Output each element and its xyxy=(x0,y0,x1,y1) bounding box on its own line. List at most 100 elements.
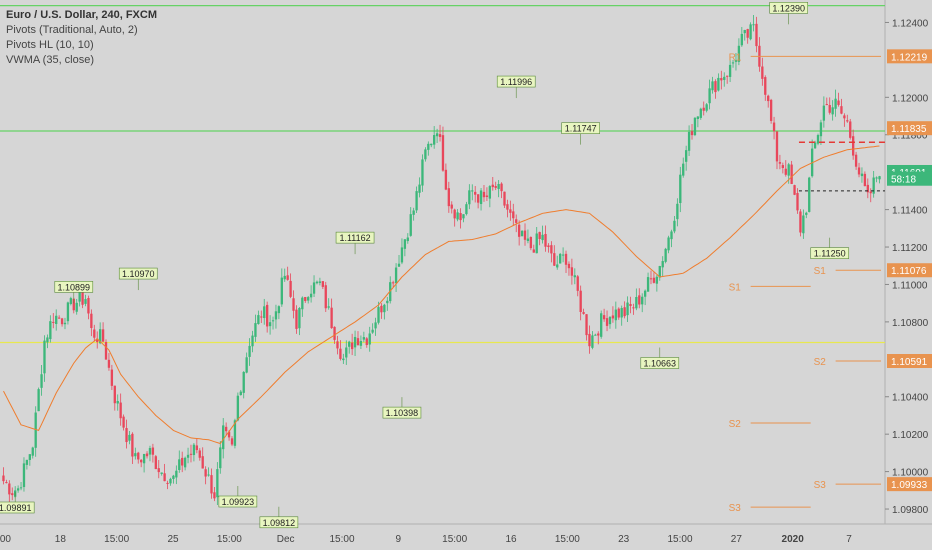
candle xyxy=(485,195,489,197)
candle xyxy=(731,62,735,64)
candle xyxy=(767,95,770,102)
candle xyxy=(614,309,617,321)
candle xyxy=(875,177,878,179)
candle xyxy=(872,177,875,194)
candle xyxy=(418,184,421,193)
candle xyxy=(822,105,826,121)
candle xyxy=(556,264,559,268)
candle xyxy=(690,131,694,136)
candle xyxy=(600,313,603,337)
candle xyxy=(752,24,755,26)
legend-indicator-pivots-hl[interactable]: Pivots HL (10, 10) xyxy=(6,39,94,51)
candle xyxy=(427,143,430,150)
pivot-hl-label: 1.10970 xyxy=(122,269,155,279)
candle xyxy=(629,304,632,306)
candle xyxy=(383,304,386,313)
pivot-hl-label: 1.10899 xyxy=(58,282,91,292)
candle xyxy=(315,281,319,284)
candle xyxy=(339,348,342,359)
time-axis-label: 15:00 xyxy=(104,534,129,545)
candle xyxy=(69,298,73,305)
candle xyxy=(233,420,237,446)
price-axis-label: 1.09800 xyxy=(892,505,929,516)
candle xyxy=(775,131,779,162)
candle xyxy=(131,433,134,457)
candle xyxy=(145,453,149,457)
candle xyxy=(673,220,676,232)
candle xyxy=(711,81,714,91)
candle xyxy=(224,426,228,432)
pivot-hl-label: 1.11162 xyxy=(339,233,370,243)
candle xyxy=(474,191,477,195)
candle xyxy=(655,276,659,284)
candle xyxy=(597,333,600,336)
candle xyxy=(796,193,799,211)
candle xyxy=(283,275,286,280)
candle xyxy=(263,306,266,319)
candle xyxy=(591,335,594,348)
candles-group xyxy=(2,15,881,506)
candle xyxy=(195,445,199,451)
candle xyxy=(336,341,339,349)
price-badge-label: 1.09933 xyxy=(891,480,928,491)
candle xyxy=(186,454,190,458)
candle xyxy=(869,191,872,194)
candle xyxy=(608,316,612,325)
candle xyxy=(541,234,544,241)
candle xyxy=(755,23,758,47)
time-axis-label: 18 xyxy=(55,534,67,545)
candle xyxy=(769,99,773,121)
legend-indicator-pivots[interactable]: Pivots (Traditional, Auto, 2) xyxy=(6,24,138,36)
candle xyxy=(169,478,172,484)
price-axis-label: 1.11400 xyxy=(892,206,928,217)
candle xyxy=(359,340,363,346)
candle xyxy=(500,183,503,192)
candle xyxy=(213,492,216,499)
candle xyxy=(658,266,661,278)
candle xyxy=(324,285,327,309)
candle xyxy=(529,236,533,249)
candle xyxy=(878,176,881,180)
price-badge xyxy=(887,477,932,492)
candle xyxy=(227,431,231,438)
candle xyxy=(406,237,409,242)
time-axis-label: 27 xyxy=(731,534,743,545)
candle xyxy=(189,453,193,455)
candle xyxy=(424,149,427,160)
candle xyxy=(433,135,436,145)
candle xyxy=(441,135,445,171)
candle xyxy=(860,173,864,177)
candle xyxy=(506,204,509,210)
candle xyxy=(172,475,175,479)
candle xyxy=(400,247,404,263)
candle xyxy=(151,447,155,455)
candle xyxy=(286,275,289,280)
candle xyxy=(561,254,565,256)
vwma-line xyxy=(3,145,880,445)
price-axis-label: 1.12400 xyxy=(892,18,929,29)
candle xyxy=(119,402,122,419)
legend-title: Euro / U.S. Dollar, 240, FXCM xyxy=(6,9,157,21)
pivot-hl-box xyxy=(769,2,809,14)
candle xyxy=(435,133,439,137)
time-axis-label: 25 xyxy=(167,534,179,545)
legend-indicator-vwma[interactable]: VWMA (35, close) xyxy=(6,54,95,66)
candle xyxy=(567,263,571,269)
candle xyxy=(157,468,160,473)
candle xyxy=(57,317,61,319)
candle xyxy=(78,291,81,302)
candle xyxy=(55,315,58,325)
candle xyxy=(488,186,492,199)
candle xyxy=(714,81,717,93)
chart-legend: Euro / U.S. Dollar, 240, FXCM Pivots (Tr… xyxy=(6,8,157,68)
candle xyxy=(649,278,653,280)
candle xyxy=(312,282,316,294)
candle xyxy=(75,302,78,312)
candle xyxy=(617,308,620,318)
time-axis-label: 15:00 xyxy=(217,534,242,545)
candle xyxy=(468,190,471,205)
pivot-hl-box xyxy=(640,357,680,369)
candle xyxy=(110,369,114,386)
